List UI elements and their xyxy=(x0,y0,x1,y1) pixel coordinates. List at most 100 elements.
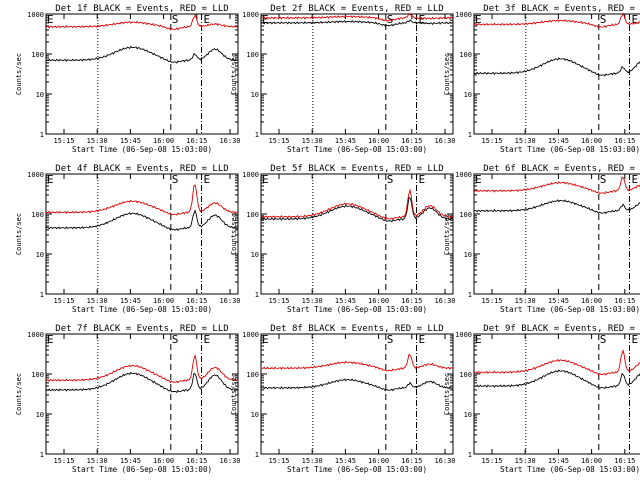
y-tick-label: 10 xyxy=(251,411,259,419)
y-tick-label: 1000 xyxy=(27,171,44,179)
y-tick-label: 1 xyxy=(468,291,472,299)
plot-panel-8: Det 8f BLACK = Events, RED = LLD 1 10 100 10… xyxy=(230,324,456,474)
x-tick-label: 16:30 xyxy=(219,457,240,465)
plot-title: Det 4f BLACK = Events, RED = LLD xyxy=(55,164,228,174)
series-line-lld xyxy=(46,184,239,216)
series-line-lld xyxy=(260,353,454,372)
x-axis-label: Start Time (06-Sep-08 15:03:00) xyxy=(287,145,427,154)
y-axis-label: Counts/sec xyxy=(15,373,23,415)
x-tick-label: 15:30 xyxy=(87,457,108,465)
plot-panel-6: Det 6f BLACK = Events, RED = LLD 1 10 100 10… xyxy=(443,164,640,314)
y-axis-label: Counts/sec xyxy=(15,53,23,95)
series-line-lld xyxy=(260,188,454,221)
x-tick-label: 15:30 xyxy=(515,297,536,305)
plot-frame xyxy=(45,13,239,135)
x-tick-label: 16:15 xyxy=(614,137,635,145)
marker-label-start: E xyxy=(47,333,54,346)
series-line-lld xyxy=(45,14,239,31)
x-tick-label: 16:15 xyxy=(186,137,207,145)
series-line-lld xyxy=(260,12,454,22)
x-tick-label: 16:15 xyxy=(186,457,207,465)
y-axis-label: Counts/sec xyxy=(15,213,23,255)
marker-label-s: S xyxy=(172,13,179,26)
plot-title: Det 5f BLACK = Events, RED = LLD xyxy=(270,164,443,174)
marker-label-s: S xyxy=(387,173,394,186)
y-tick-label: 1 xyxy=(255,451,259,459)
x-tick-label: 15:30 xyxy=(302,457,323,465)
y-tick-label: 1 xyxy=(468,131,472,139)
x-tick-label: 16:00 xyxy=(581,137,602,145)
marker-label-end: E xyxy=(419,333,426,346)
x-axis-label: Start Time (06-Sep-08 15:03:00) xyxy=(500,465,640,474)
x-tick-label: 16:00 xyxy=(368,137,389,145)
x-tick-label: 15:45 xyxy=(548,297,569,305)
y-axis-label: Counts/sec xyxy=(230,213,238,255)
x-axis-label: Start Time (06-Sep-08 15:03:00) xyxy=(72,465,212,474)
x-tick-label: 16:15 xyxy=(401,457,422,465)
y-tick-label: 1000 xyxy=(455,331,472,339)
x-axis-label: Start Time (06-Sep-08 15:03:00) xyxy=(72,145,212,154)
series-line-events xyxy=(45,45,239,64)
plot-title: Det 3f BLACK = Events, RED = LLD xyxy=(483,4,640,14)
y-tick-label: 1 xyxy=(255,291,259,299)
series-line-events xyxy=(260,378,453,392)
x-tick-label: 16:00 xyxy=(581,297,602,305)
plot-panel-7: Det 7f BLACK = Events, RED = LLD 1 10 100 10… xyxy=(15,324,241,474)
x-tick-label: 15:30 xyxy=(302,137,323,145)
x-tick-label: 15:15 xyxy=(481,297,502,305)
y-tick-label: 1000 xyxy=(242,331,259,339)
plot-title: Det 1f BLACK = Events, RED = LLD xyxy=(55,4,228,14)
x-axis-label: Start Time (06-Sep-08 15:03:00) xyxy=(72,305,212,314)
y-axis-label: Counts/sec xyxy=(443,213,451,255)
marker-label-start: E xyxy=(475,13,482,26)
marker-label-start: E xyxy=(262,13,269,26)
plot-title: Det 7f BLACK = Events, RED = LLD xyxy=(55,324,228,334)
x-tick-label: 16:15 xyxy=(614,457,635,465)
x-axis-label: Start Time (06-Sep-08 15:03:00) xyxy=(287,465,427,474)
x-tick-label: 16:30 xyxy=(219,137,240,145)
marker-label-s: S xyxy=(600,173,607,186)
marker-label-start: E xyxy=(47,13,54,26)
y-tick-label: 100 xyxy=(246,51,259,59)
plot-title: Det 6f BLACK = Events, RED = LLD xyxy=(483,164,640,174)
y-axis-label: Counts/sec xyxy=(230,53,238,95)
y-tick-label: 10 xyxy=(464,91,472,99)
y-axis-label: Counts/sec xyxy=(443,373,451,415)
x-tick-label: 16:00 xyxy=(153,297,174,305)
plot-title: Det 8f BLACK = Events, RED = LLD xyxy=(270,324,443,334)
plot-frame xyxy=(45,173,239,295)
x-axis-label: Start Time (06-Sep-08 15:03:00) xyxy=(500,305,640,314)
series-line-events xyxy=(45,371,238,394)
marker-label-end: E xyxy=(632,333,639,346)
x-tick-label: 16:15 xyxy=(401,297,422,305)
x-tick-label: 15:45 xyxy=(120,297,141,305)
y-tick-label: 100 xyxy=(31,371,44,379)
x-tick-label: 15:45 xyxy=(120,457,141,465)
x-tick-label: 16:30 xyxy=(434,137,455,145)
marker-label-start: E xyxy=(262,173,269,186)
marker-label-s: S xyxy=(172,173,179,186)
y-tick-label: 1 xyxy=(468,451,472,459)
y-tick-label: 10 xyxy=(464,411,472,419)
y-tick-label: 10 xyxy=(36,251,44,259)
marker-label-s: S xyxy=(172,333,179,346)
plot-frame xyxy=(260,13,454,135)
y-tick-label: 1000 xyxy=(27,331,44,339)
x-tick-label: 15:15 xyxy=(53,457,74,465)
y-tick-label: 10 xyxy=(251,251,259,259)
x-tick-label: 16:00 xyxy=(368,457,389,465)
marker-label-start: E xyxy=(47,173,54,186)
x-tick-label: 15:45 xyxy=(335,457,356,465)
y-axis-label: Counts/sec xyxy=(443,53,451,95)
marker-label-s: S xyxy=(600,333,607,346)
x-tick-label: 15:15 xyxy=(268,457,289,465)
marker-label-end: E xyxy=(204,173,211,186)
x-tick-label: 15:30 xyxy=(515,457,536,465)
marker-label-end: E xyxy=(204,13,211,26)
y-tick-label: 1 xyxy=(255,131,259,139)
plot-frame xyxy=(473,173,640,295)
series-line-events xyxy=(260,197,454,223)
y-tick-label: 10 xyxy=(464,251,472,259)
series-line-events xyxy=(473,199,640,215)
